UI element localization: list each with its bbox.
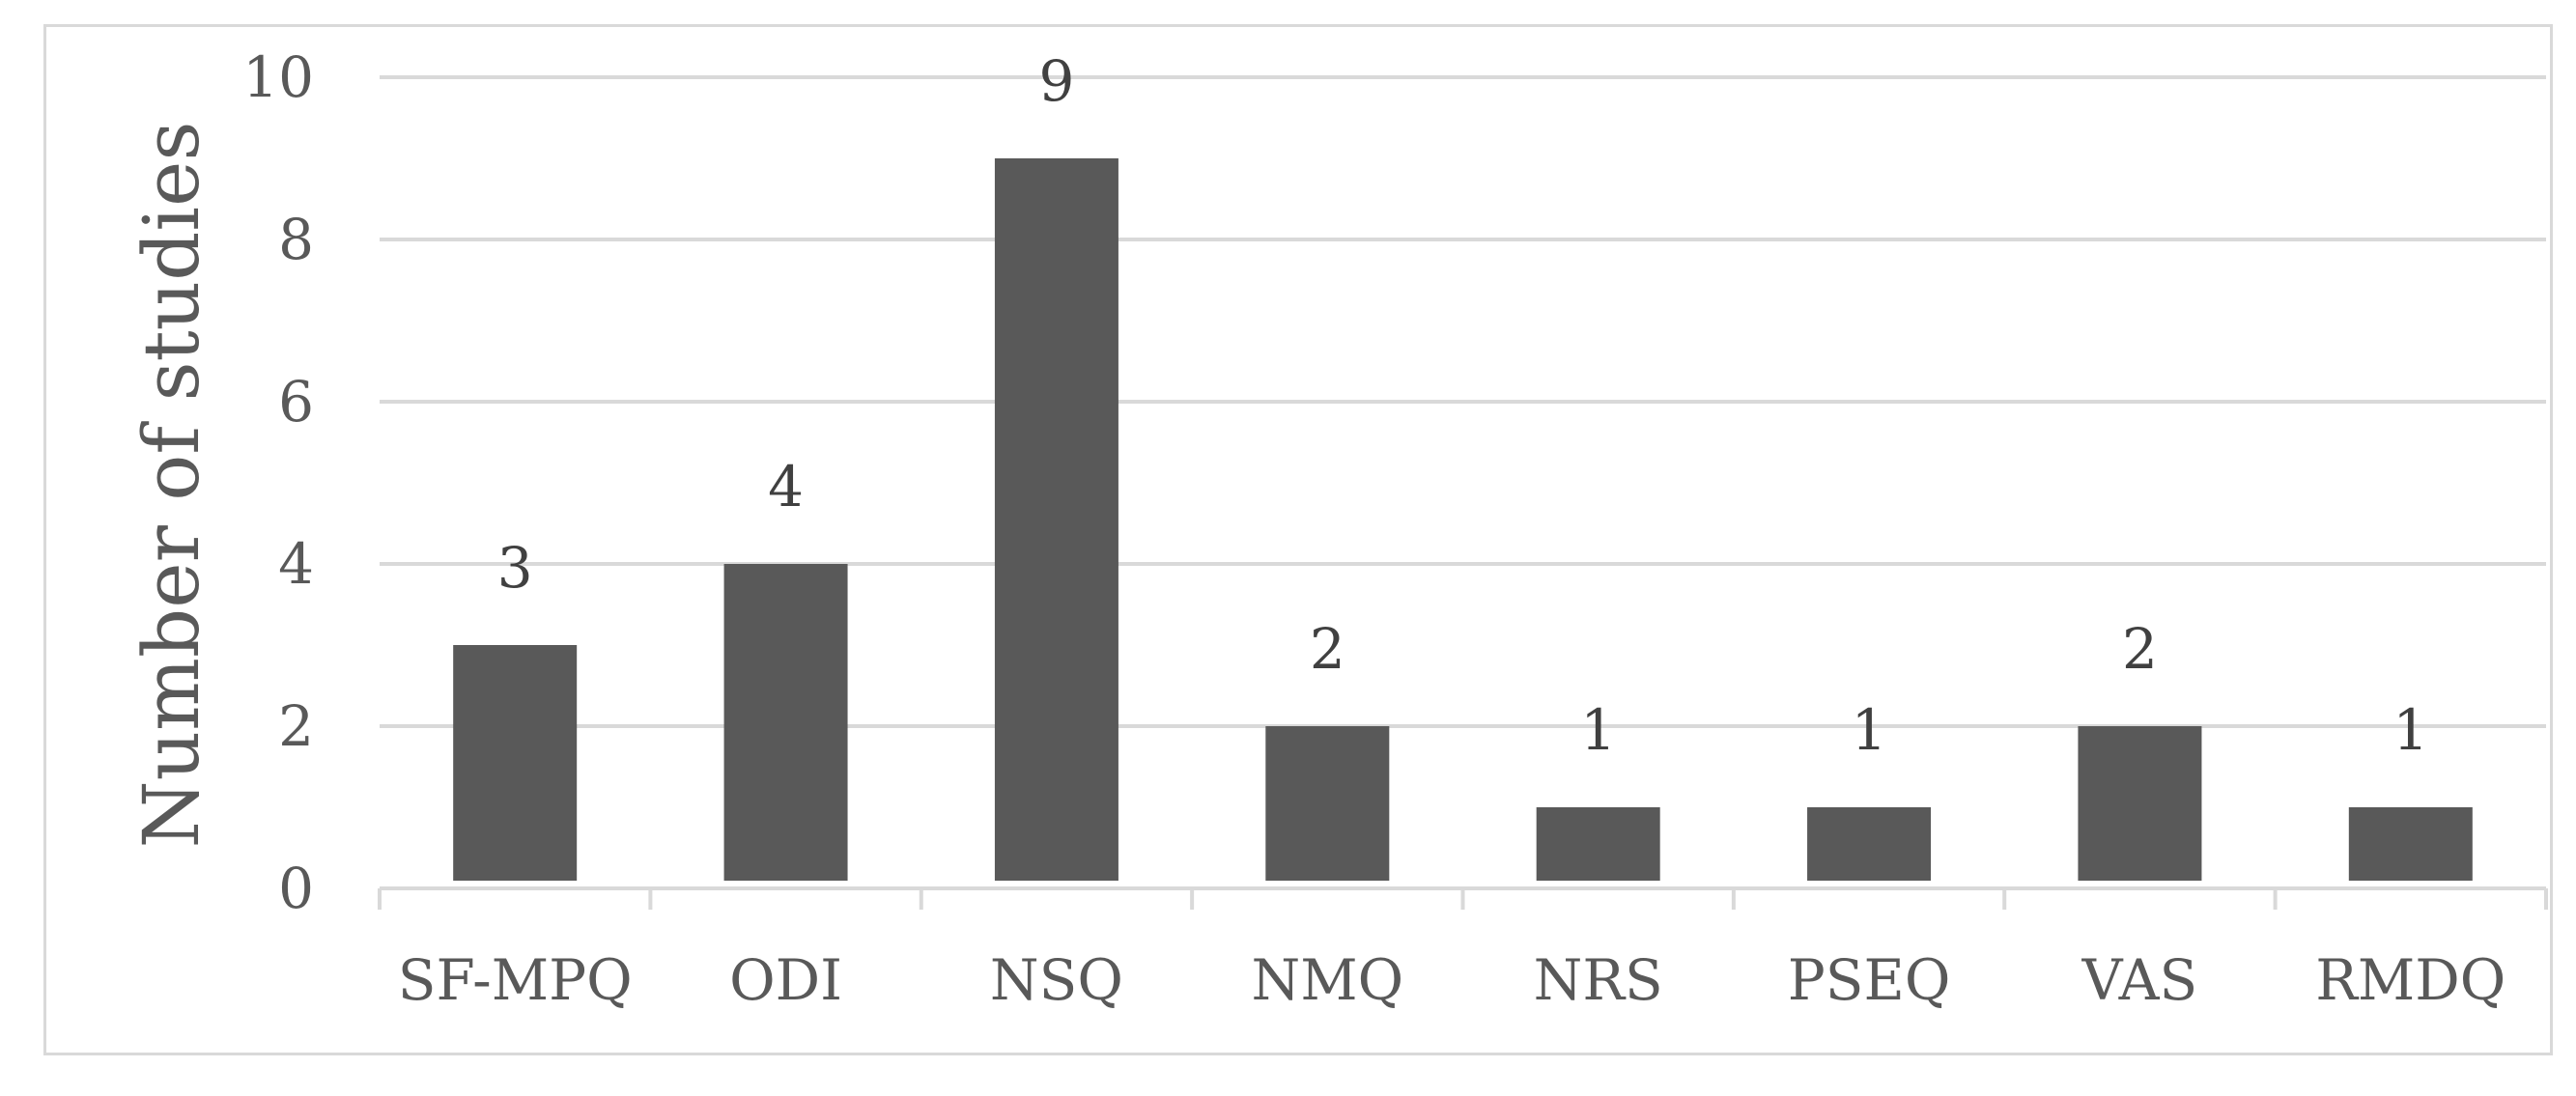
data-label: 1 — [1852, 697, 1887, 763]
data-label: 1 — [2392, 697, 2428, 763]
chart-frame — [43, 24, 2553, 1055]
y-tick-label: 6 — [278, 369, 314, 435]
y-axis-title: Number of studies — [127, 122, 216, 849]
x-category-label: NSQ — [990, 947, 1123, 1013]
x-category-label: ODI — [729, 947, 842, 1013]
data-label: 9 — [1038, 48, 1074, 114]
bar-vas — [2078, 726, 2202, 881]
y-tick-label: 8 — [278, 207, 314, 272]
x-category-label: VAS — [2081, 947, 2198, 1013]
data-labels: 3 4 9 2 1 1 2 1 — [497, 48, 2429, 763]
bar-odi — [723, 564, 848, 881]
data-label: 2 — [1310, 616, 1345, 682]
x-category-label: SF-MPQ — [398, 947, 633, 1013]
bar-nmq — [1265, 726, 1390, 881]
y-tick-label: 0 — [278, 856, 314, 921]
y-axis-ticks: 0 2 4 6 8 10 — [242, 44, 314, 921]
bar-nsq — [994, 158, 1118, 881]
y-tick-label: 10 — [242, 44, 314, 110]
bar-nrs — [1536, 807, 1660, 881]
data-label: 1 — [1580, 697, 1616, 763]
data-label: 2 — [2122, 616, 2158, 682]
data-label: 4 — [768, 454, 804, 520]
x-axis — [378, 886, 2548, 910]
bar-rmdq — [2348, 807, 2473, 881]
data-label: 3 — [497, 535, 533, 601]
y-tick-label: 4 — [278, 531, 314, 597]
bar-sf-mpq — [453, 645, 578, 881]
bar-pseq — [1807, 807, 1932, 881]
bars — [453, 158, 2473, 881]
x-axis-category-labels: SF-MPQ ODI NSQ NMQ NRS PSEQ VAS RMDQ — [398, 947, 2506, 1013]
x-category-label: PSEQ — [1788, 947, 1951, 1013]
x-category-label: NMQ — [1251, 947, 1403, 1013]
y-tick-label: 2 — [278, 693, 314, 759]
x-category-label: NRS — [1534, 947, 1663, 1013]
gridlines — [380, 75, 2546, 728]
x-category-label: RMDQ — [2315, 947, 2505, 1013]
